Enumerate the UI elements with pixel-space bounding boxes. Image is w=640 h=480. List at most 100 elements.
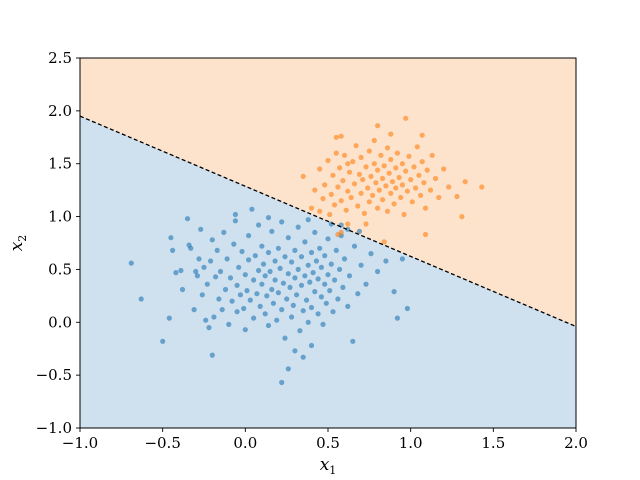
point-class-1 [459, 214, 465, 220]
point-class-1 [422, 231, 429, 238]
point-class-1 [411, 164, 417, 170]
point-class-1 [399, 161, 405, 167]
x-axis-label: x1 [320, 455, 337, 477]
point-class-1 [338, 133, 344, 139]
point-class-0 [211, 314, 217, 320]
point-class-0 [201, 264, 207, 270]
point-class-0 [298, 282, 305, 288]
point-class-1 [462, 179, 468, 185]
point-class-1 [419, 132, 425, 138]
region-class-1 [80, 58, 576, 327]
point-class-0 [399, 256, 405, 262]
point-class-1 [350, 159, 356, 165]
point-class-1 [358, 190, 364, 196]
point-class-1 [386, 170, 392, 176]
point-class-0 [259, 243, 265, 249]
point-class-0 [287, 284, 293, 290]
point-class-1 [413, 185, 419, 191]
point-class-1 [384, 145, 391, 151]
point-class-0 [325, 236, 331, 242]
point-class-0 [184, 216, 191, 222]
point-class-0 [231, 241, 237, 247]
point-class-1 [338, 198, 344, 204]
point-class-1 [322, 182, 328, 188]
point-class-1 [356, 171, 362, 177]
point-class-0 [272, 258, 278, 264]
point-class-0 [224, 256, 230, 262]
point-class-0 [375, 268, 381, 275]
point-class-1 [414, 144, 420, 150]
point-class-1 [333, 134, 339, 140]
point-class-0 [358, 262, 364, 268]
point-class-1 [373, 180, 379, 186]
point-class-0 [404, 305, 410, 312]
point-class-1 [446, 184, 452, 190]
point-class-0 [308, 249, 315, 256]
point-class-0 [259, 281, 265, 287]
y-tick-label: 2.0 [48, 102, 72, 120]
point-class-0 [236, 264, 242, 270]
point-class-0 [254, 291, 260, 297]
point-class-0 [209, 237, 215, 243]
point-class-0 [222, 286, 229, 293]
point-class-0 [262, 273, 268, 279]
y-axis-label: x2 [7, 235, 29, 252]
point-class-0 [229, 298, 235, 304]
y-axis-ticks: −1.0 −0.5 0.0 0.5 1.0 1.5 2.0 2.5 [36, 49, 80, 437]
point-class-1 [391, 201, 397, 207]
point-class-0 [217, 268, 224, 275]
region-class-0 [80, 116, 576, 428]
point-class-1 [408, 177, 414, 183]
point-class-0 [315, 276, 321, 282]
point-class-1 [371, 137, 377, 144]
y-tick-label: 0.0 [48, 313, 72, 331]
point-class-1 [345, 221, 351, 227]
point-class-0 [265, 249, 272, 256]
point-class-0 [295, 224, 301, 230]
point-class-1 [365, 185, 371, 191]
point-class-1 [351, 181, 358, 187]
point-class-0 [246, 233, 252, 239]
point-class-0 [138, 296, 144, 302]
x-axis-ticks: −1.0 −0.5 0.0 0.5 1.0 1.5 2.0 [62, 428, 588, 452]
point-class-0 [128, 260, 134, 266]
point-class-0 [322, 253, 328, 259]
point-class-0 [188, 245, 194, 251]
point-class-0 [355, 291, 361, 297]
point-class-0 [298, 254, 305, 260]
point-class-0 [285, 271, 291, 277]
point-class-1 [416, 172, 422, 178]
point-class-1 [399, 182, 405, 188]
point-class-0 [322, 281, 328, 287]
point-class-0 [312, 229, 318, 235]
point-class-1 [401, 211, 407, 218]
point-class-0 [265, 322, 272, 329]
point-class-0 [274, 317, 280, 323]
point-class-0 [312, 289, 318, 295]
point-class-0 [262, 311, 268, 317]
point-class-0 [332, 277, 338, 283]
point-class-1 [409, 199, 415, 205]
point-class-0 [280, 280, 286, 286]
point-class-0 [346, 273, 353, 279]
y-tick-label: 1.5 [48, 155, 72, 173]
point-class-1 [345, 161, 351, 167]
point-class-1 [381, 163, 387, 169]
point-class-1 [332, 202, 338, 208]
point-class-1 [404, 188, 410, 194]
point-class-0 [345, 226, 351, 232]
point-class-1 [421, 180, 427, 186]
point-class-1 [348, 194, 354, 201]
point-class-1 [396, 174, 402, 181]
point-class-0 [284, 296, 290, 302]
point-class-0 [214, 247, 220, 253]
point-class-1 [393, 165, 399, 171]
point-class-1 [333, 150, 339, 156]
point-class-0 [292, 247, 298, 253]
point-class-0 [267, 268, 273, 275]
point-class-0 [216, 296, 222, 302]
x-tick-label: 1.0 [399, 434, 423, 452]
point-class-0 [294, 292, 300, 298]
point-class-1 [370, 192, 376, 198]
point-class-1 [363, 221, 369, 227]
